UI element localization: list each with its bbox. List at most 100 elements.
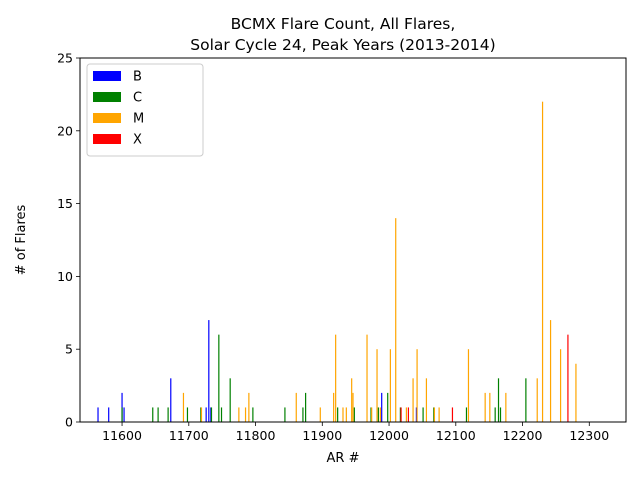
bar-M-12144 bbox=[484, 392, 486, 422]
bar-B-11580 bbox=[108, 407, 110, 422]
x-ticks: 11600 11700 11800 11900 12000 12100 12200 12300 bbox=[102, 422, 609, 443]
bar-C-12051 bbox=[422, 407, 424, 422]
bar-M-11861 bbox=[295, 392, 297, 422]
legend-label-X: X bbox=[133, 133, 142, 148]
legend-label-C: C bbox=[133, 91, 142, 106]
bar-C-11600 bbox=[121, 407, 123, 422]
chart-title-line-2: Solar Cycle 24, Peak Years (2013-2014) bbox=[190, 36, 495, 54]
bar-C-12116 bbox=[465, 407, 468, 422]
bar-B-11730 bbox=[208, 320, 210, 422]
bar-M-12222 bbox=[536, 378, 538, 422]
legend-swatch-X bbox=[93, 134, 121, 144]
bar-X-12029 bbox=[407, 407, 409, 422]
bar-C-11984 bbox=[377, 407, 379, 422]
bar-C-12159 bbox=[494, 407, 496, 422]
bar-M-12002 bbox=[389, 349, 391, 422]
bars-layer bbox=[97, 101, 577, 423]
bar-M-12230 bbox=[541, 101, 544, 423]
bar-C-11718 bbox=[200, 407, 202, 422]
bar-M-12075 bbox=[438, 407, 440, 422]
y-tick-label: 15 bbox=[57, 196, 73, 211]
bar-B-11564 bbox=[97, 407, 99, 422]
bar-M-11917 bbox=[333, 392, 335, 422]
x-tick-label: 12300 bbox=[569, 428, 609, 443]
legend-swatch-B bbox=[93, 71, 121, 81]
bar-C-11669 bbox=[167, 407, 169, 422]
bar-M-12257 bbox=[559, 349, 562, 422]
bar-X-12268 bbox=[567, 334, 569, 422]
bar-M-12151 bbox=[489, 392, 491, 422]
x-tick-label: 11900 bbox=[302, 428, 342, 443]
bar-M-12175 bbox=[505, 392, 507, 422]
legend-label-B: B bbox=[133, 70, 142, 85]
y-ticks: 0 5 10 15 20 25 bbox=[57, 51, 80, 430]
bar-B-11603 bbox=[123, 407, 125, 422]
bar-C-11875 bbox=[305, 392, 307, 422]
bar-C-11745 bbox=[218, 334, 220, 422]
bar-M-12280 bbox=[575, 363, 577, 422]
bar-B-11733 bbox=[210, 407, 212, 422]
bar-M-11719 bbox=[200, 407, 203, 422]
bar-C-12017 bbox=[399, 407, 401, 422]
bar-M-11982 bbox=[376, 349, 378, 422]
bar-M-12119 bbox=[467, 349, 470, 422]
x-tick-label: 12000 bbox=[369, 428, 409, 443]
bar-M-12068 bbox=[433, 407, 436, 422]
bar-M-11692 bbox=[182, 392, 185, 422]
bar-C-11871 bbox=[302, 407, 304, 422]
bar-C-11749 bbox=[220, 407, 223, 422]
y-tick-label: 0 bbox=[65, 415, 73, 430]
y-tick-label: 5 bbox=[65, 342, 73, 357]
legend-label-M: M bbox=[133, 112, 144, 127]
bar-C-12067 bbox=[433, 407, 435, 422]
bar-C-12205 bbox=[525, 378, 527, 422]
bar-C-11998 bbox=[387, 392, 389, 422]
bar-M-11931 bbox=[342, 407, 344, 422]
bar-B-11989 bbox=[381, 392, 383, 422]
plot-frame bbox=[79, 57, 627, 423]
bar-B-11673 bbox=[170, 378, 172, 422]
bar-M-12242 bbox=[549, 320, 552, 422]
y-tick-label: 10 bbox=[57, 269, 73, 284]
bar-M-11944 bbox=[351, 378, 353, 422]
bar-X-12095 bbox=[451, 407, 454, 422]
bar-M-11936 bbox=[345, 407, 347, 422]
bar-C-11923 bbox=[337, 407, 339, 422]
x-tick-label: 12200 bbox=[503, 428, 543, 443]
bar-M-11775 bbox=[238, 407, 240, 422]
bar-C-11698 bbox=[186, 407, 189, 422]
x-tick-label: 11600 bbox=[102, 428, 142, 443]
legend-swatch-M bbox=[93, 113, 121, 123]
bar-C-11973 bbox=[370, 407, 372, 422]
x-tick-label: 11700 bbox=[169, 428, 209, 443]
bar-M-11967 bbox=[366, 334, 368, 422]
x-tick-label: 12100 bbox=[436, 428, 476, 443]
bar-M-12042 bbox=[416, 349, 418, 422]
bar-C-12164 bbox=[497, 378, 500, 422]
bar-C-11796 bbox=[252, 407, 254, 422]
bar-M-11974 bbox=[371, 407, 373, 422]
bar-C-11948 bbox=[353, 407, 355, 422]
bar-M-12056 bbox=[425, 378, 428, 422]
bar-C-11844 bbox=[284, 407, 286, 422]
x-axis-label: AR # bbox=[327, 451, 360, 466]
bar-M-11987 bbox=[379, 407, 381, 422]
bar-M-11897 bbox=[319, 407, 321, 422]
bar-M-11785 bbox=[244, 407, 247, 422]
legend-swatch-C bbox=[93, 92, 121, 102]
bar-C-11654 bbox=[157, 407, 159, 422]
bar-X-12018 bbox=[400, 407, 402, 422]
bar-C-11734 bbox=[210, 407, 213, 422]
y-tick-label: 20 bbox=[57, 123, 73, 138]
bar-M-11790 bbox=[248, 392, 250, 422]
legend-frame bbox=[86, 63, 204, 157]
bar-C-12167 bbox=[499, 407, 502, 422]
bar-M-12036 bbox=[412, 378, 414, 422]
bar-M-11946 bbox=[352, 392, 354, 422]
chart-title-line-1: BCMX Flare Count, All Flares, bbox=[231, 15, 456, 33]
bar-M-12010 bbox=[395, 218, 397, 422]
bar-M-12026 bbox=[405, 407, 407, 422]
bar-C-11646 bbox=[152, 407, 154, 422]
y-tick-label: 25 bbox=[57, 51, 73, 66]
